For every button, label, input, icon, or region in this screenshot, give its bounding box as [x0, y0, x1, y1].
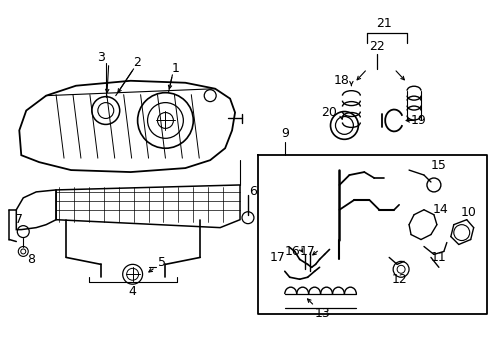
Text: 9: 9: [280, 127, 288, 140]
Text: 21: 21: [376, 17, 391, 30]
Text: 3: 3: [97, 51, 104, 64]
Text: 6: 6: [248, 185, 256, 198]
Text: 22: 22: [368, 40, 385, 53]
Text: 2: 2: [132, 57, 140, 69]
Text: 1: 1: [171, 62, 179, 75]
Text: 15: 15: [430, 159, 446, 172]
Text: 7: 7: [15, 213, 23, 226]
Text: 5: 5: [158, 256, 166, 269]
Text: 12: 12: [390, 273, 406, 286]
Text: 8: 8: [27, 253, 35, 266]
Text: 10: 10: [460, 206, 476, 219]
Text: 20: 20: [321, 106, 337, 119]
Text: 18: 18: [333, 74, 348, 87]
Text: 17: 17: [269, 251, 285, 264]
Text: 13: 13: [314, 307, 330, 320]
Text: 16: 16: [285, 245, 300, 258]
Text: 19: 19: [410, 114, 426, 127]
Text: 4: 4: [128, 285, 136, 298]
Text: 17: 17: [299, 245, 315, 258]
Text: 14: 14: [432, 203, 448, 216]
Text: 11: 11: [430, 251, 446, 264]
